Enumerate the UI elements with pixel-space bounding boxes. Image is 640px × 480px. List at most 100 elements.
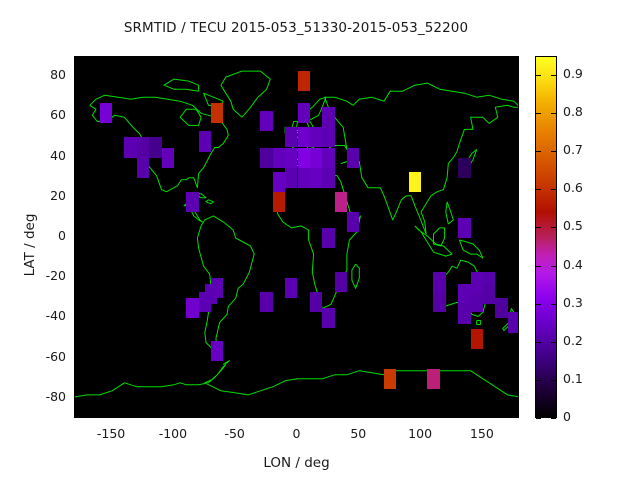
data-cell (384, 368, 397, 389)
colorbar-tick (551, 341, 556, 343)
data-cell (285, 167, 298, 188)
colorbar-tick-label: 0 (563, 409, 571, 424)
data-cell (210, 340, 224, 361)
y-tick-label: -60 (45, 348, 66, 364)
x-tick-label: -100 (158, 426, 188, 441)
data-cell (297, 127, 310, 148)
data-cell (408, 171, 422, 192)
data-cell (198, 292, 211, 313)
colorbar-tick (551, 151, 556, 153)
data-cell (186, 191, 199, 212)
data-cell (458, 284, 471, 305)
colorbar-tick (551, 418, 556, 419)
data-cell (186, 298, 199, 319)
data-cell (309, 167, 323, 188)
y-axis-label: LAT / deg (22, 213, 38, 277)
data-cell-layer (75, 57, 518, 417)
data-cell (297, 167, 310, 188)
data-cell (297, 71, 310, 92)
colorbar-tick (536, 303, 541, 305)
data-cell (297, 103, 310, 124)
colorbar-tick (551, 227, 556, 229)
data-cell (272, 147, 286, 168)
data-cell (495, 298, 508, 319)
coastline-path (433, 227, 446, 247)
data-cell (309, 127, 323, 148)
data-cell (470, 292, 483, 313)
data-cell (309, 147, 323, 168)
coastline-path (436, 259, 488, 317)
data-cell (260, 111, 273, 132)
data-cell (136, 157, 150, 178)
colorbar-tick (551, 75, 556, 77)
colorbar-tick (536, 379, 541, 381)
data-cell (272, 171, 286, 192)
data-cell (124, 137, 137, 158)
colorbar-tick-label: 0.5 (563, 218, 583, 234)
data-cell (433, 292, 446, 313)
y-tick-label: -80 (45, 388, 66, 404)
colorbar-tick (536, 418, 541, 419)
data-cell (433, 272, 446, 293)
colorbar (535, 56, 557, 418)
colorbar-tick (551, 379, 556, 381)
y-tick-label: 40 (50, 147, 66, 163)
colorbar-tick-label: 0.6 (563, 180, 583, 196)
data-cell (334, 272, 347, 293)
coastline-path (220, 70, 271, 118)
data-cell (322, 308, 335, 329)
data-cell (260, 292, 273, 313)
data-cell (136, 137, 150, 158)
colorbar-tick (551, 189, 556, 191)
data-cell (346, 147, 360, 168)
colorbar-tick-label: 0.2 (563, 332, 583, 348)
data-cell (285, 278, 298, 299)
data-cell (458, 157, 471, 178)
colorbar-tick-label: 0.4 (563, 256, 583, 272)
colorbar-tick (536, 113, 541, 115)
data-cell (470, 272, 483, 293)
data-cell (482, 284, 496, 305)
data-cell (210, 103, 224, 124)
data-cell (322, 127, 335, 148)
x-tick-label: -50 (224, 426, 245, 441)
colorbar-tick (536, 151, 541, 153)
data-cell (210, 278, 224, 299)
coastline-path (179, 108, 202, 126)
x-tick-label: 100 (408, 426, 433, 441)
coastline-path (89, 94, 229, 193)
data-cell (322, 167, 335, 188)
data-cell (161, 147, 174, 168)
coastline-path (458, 239, 484, 259)
data-cell (285, 127, 298, 148)
y-tick-label: 60 (50, 107, 66, 123)
colorbar-tick-label: 0.9 (563, 66, 583, 82)
chart-title: SRMTID / TECU 2015-053_51330-2015-053_52… (123, 20, 469, 36)
colorbar-tick (536, 227, 541, 229)
data-cell (427, 368, 440, 389)
data-cell (149, 137, 162, 158)
colorbar-tick (551, 303, 556, 305)
y-tick-label: 20 (50, 187, 66, 203)
coastline-path (445, 201, 454, 225)
y-tick-label: 80 (50, 67, 66, 83)
data-cell (507, 312, 518, 333)
coastline-path (222, 360, 230, 366)
colorbar-tick (551, 113, 556, 115)
map-plot-area[interactable] (74, 56, 519, 418)
colorbar-tick (536, 265, 541, 267)
data-cell (322, 147, 335, 168)
colorbar-tick (536, 189, 541, 191)
y-tick-label: 0 (58, 228, 66, 243)
coastline-path (414, 225, 453, 257)
data-cell (285, 147, 298, 168)
data-cell (309, 292, 323, 313)
colorbar-tick (536, 341, 541, 343)
coastline-path (476, 320, 481, 325)
coastline-path (205, 199, 214, 205)
data-cell (322, 227, 335, 249)
x-tick-label: 50 (350, 426, 367, 441)
coastline-path (340, 104, 518, 235)
data-cell (322, 107, 335, 128)
